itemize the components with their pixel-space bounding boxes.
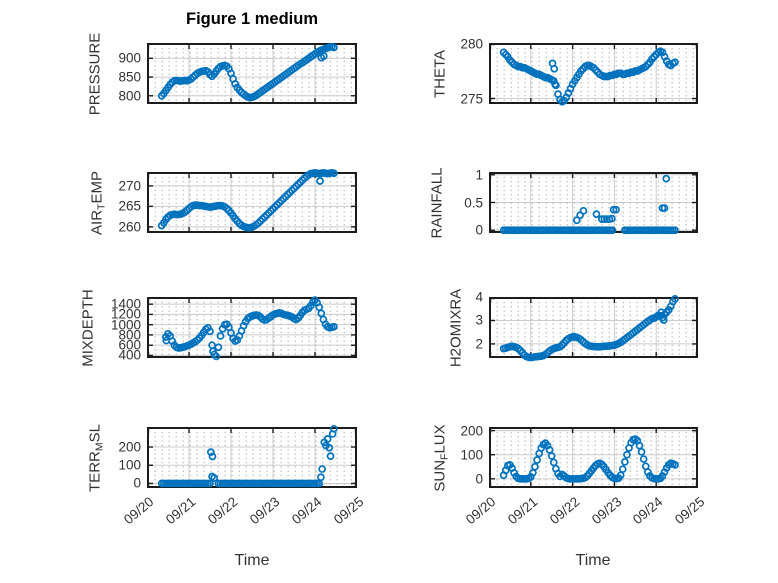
y-tick-label: 3 (475, 312, 483, 328)
y-tick-label: 0 (475, 471, 483, 487)
x-tick-label: 09/23 (588, 494, 625, 528)
x-tick-label: 09/22 (546, 494, 583, 528)
y-tick-label: 400 (118, 347, 141, 363)
y-tick-label: 265 (118, 198, 141, 214)
major-grid (489, 427, 698, 488)
x-tick-label: 09/23 (247, 494, 283, 528)
y-tick-label: 0 (133, 475, 141, 491)
x-tick-label: 09/21 (163, 494, 199, 528)
y-tick-label: 850 (118, 69, 141, 85)
tick-marks (147, 45, 357, 102)
data-points (499, 435, 679, 483)
data-points (157, 168, 338, 232)
data-points (157, 424, 338, 488)
subplot-air-temp: AIRTEMP 260 265 270 (89, 168, 357, 234)
minor-grid (149, 429, 355, 486)
plot-area (147, 424, 357, 488)
y-tick-label: 200 (460, 423, 483, 439)
y-tick-label: 800 (118, 327, 141, 343)
data-points (157, 42, 338, 102)
subplot-terr-msl: TERRMSL 0 100 200 09/20 09/21 09/22 09/23 09/24 0… (87, 424, 367, 528)
axes-frame (489, 43, 698, 104)
y-tick-label: 800 (118, 88, 141, 104)
y-tick-label: 1200 (110, 306, 141, 322)
plot-area (147, 296, 357, 361)
y-tick-label: 1000 (110, 317, 141, 333)
y-tick-label: 600 (118, 337, 141, 353)
x-axis-title-left: Time (234, 552, 270, 569)
axes-frame (147, 297, 357, 358)
y-tick-label: 100 (460, 447, 483, 463)
y-tick-label: 2 (475, 336, 483, 352)
subplot-mixdepth: MIXDEPTH 400 600 800 1000 1200 1400 (80, 289, 357, 366)
y-axis-label: H2OMIXRA (447, 288, 465, 367)
tick-marks (489, 429, 698, 486)
y-tick-label: 4 (475, 289, 483, 305)
x-tick-label: 09/21 (504, 494, 541, 528)
y-tick-label: 0.5 (464, 195, 483, 210)
axes-frame (147, 43, 357, 104)
y-tick-label: 1400 (110, 296, 141, 312)
subplot-pressure: PRESSURE 800 850 900 (87, 32, 357, 115)
y-tick-label: 100 (118, 457, 141, 473)
y-tick-label: 0 (475, 222, 483, 238)
x-tick-label: 09/22 (205, 494, 241, 528)
plot-area (147, 168, 357, 233)
x-tick-label: 09/20 (121, 494, 157, 528)
y-axis-label: MIXDEPTH (79, 288, 97, 367)
y-tick-label: 275 (460, 91, 483, 106)
y-tick-label: 200 (118, 439, 141, 455)
data-points (162, 296, 338, 361)
x-tick-label: 09/20 (463, 494, 499, 528)
x-tick-label: 09/24 (289, 494, 325, 528)
data-points (499, 295, 679, 362)
x-tick-label: 09/25 (672, 494, 708, 528)
plot-area (489, 295, 698, 362)
data-points (499, 174, 679, 235)
subplot-h2omixra: H2OMIXRA 2 3 4 (448, 288, 698, 367)
y-tick-label: 280 (460, 36, 483, 52)
tick-marks (147, 174, 357, 231)
x-axis-title-right: Time (575, 552, 611, 569)
y-axis-label: RAINFALL (428, 167, 446, 238)
axes-frame (489, 297, 698, 358)
x-tick-label: 09/25 (331, 494, 367, 528)
tick-marks (489, 43, 698, 102)
y-axis-label: SUNFLUX (431, 423, 451, 492)
x-tick-label: 09/24 (630, 494, 666, 528)
subplot-theta: THETA 275 280 (432, 36, 698, 106)
figure-title: Figure 1 medium (185, 10, 319, 28)
plot-area (489, 43, 698, 106)
y-axis-label: TERRMSL (86, 423, 106, 492)
tick-marks (147, 299, 357, 357)
subplot-rainfall: RAINFALL 0 0.5 1 (429, 167, 698, 238)
y-tick-label: 1 (475, 167, 483, 183)
plot-area (489, 172, 698, 235)
plot-area (147, 42, 357, 104)
data-points (499, 47, 679, 106)
axes-frame (489, 427, 698, 488)
minor-grid (149, 174, 355, 231)
y-tick-label: 260 (118, 219, 141, 235)
y-axis-label: AIRTEMP (88, 170, 108, 235)
y-tick-label: 900 (118, 50, 141, 66)
major-grid (489, 172, 698, 233)
subplot-sun-flux: SUNFLUX 0 100 200 09/20 09/21 09/22 09/23 09/24 0… (432, 423, 708, 527)
y-axis-label: THETA (431, 49, 449, 98)
y-axis-label: PRESSURE (86, 32, 104, 115)
y-tick-label: 270 (118, 178, 141, 194)
plot-area (489, 427, 698, 488)
axes-frame (147, 172, 357, 233)
